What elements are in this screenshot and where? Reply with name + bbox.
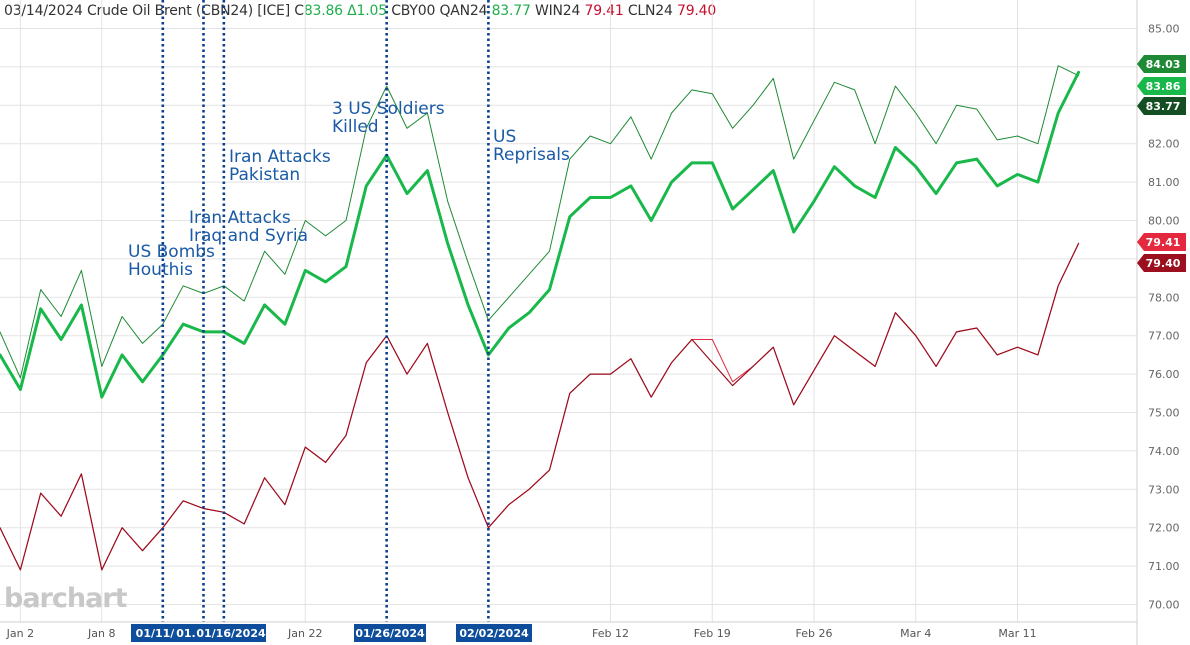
event-date-tag xyxy=(456,624,532,642)
event-date-tag xyxy=(131,624,179,642)
x-tick-label: Feb 12 xyxy=(592,627,629,640)
event-annotation: Killed xyxy=(332,117,379,137)
last-value-label: 84.03 xyxy=(1146,58,1181,71)
event-date-tag xyxy=(196,624,266,642)
header-qan-label: QAN24 xyxy=(439,3,488,19)
event-date-tag xyxy=(354,624,426,642)
x-tick-label: Jan 22 xyxy=(287,627,322,640)
header-cln-label: CLN24 xyxy=(627,3,673,19)
event-date-tag-label: 01/16/2024 xyxy=(196,627,266,640)
event-date-tag xyxy=(176,624,196,642)
header-cln-value: 79.40 xyxy=(676,3,717,19)
grid xyxy=(0,0,1137,622)
last-value-badge: 83.86 xyxy=(1137,77,1186,95)
y-tick-label: 82.00 xyxy=(1148,138,1180,151)
y-tick-label: 71.00 xyxy=(1148,560,1180,573)
y-tick-label: 77.00 xyxy=(1148,330,1180,343)
event-date-tag-label: 02/02/2024 xyxy=(459,627,529,640)
header-date: 03/14/2024 xyxy=(4,3,83,19)
series-line-cbn24 xyxy=(0,70,1081,399)
x-tick-label: Feb 19 xyxy=(694,627,731,640)
event-annotation: Iran Attacks xyxy=(189,208,291,228)
y-tick-label: 75.00 xyxy=(1148,407,1180,420)
x-tick-label: Jan 8 xyxy=(87,627,115,640)
last-value-badge: 79.40 xyxy=(1137,254,1186,272)
last-value-label: 83.77 xyxy=(1146,100,1181,113)
event-date-tag-label: 01. xyxy=(176,627,196,640)
y-tick-label: 81.00 xyxy=(1148,176,1180,189)
chart-header: 03/14/2024 Crude Oil Brent (CBN24) [ICE]… xyxy=(4,3,716,19)
last-value-badge: 84.03 xyxy=(1137,55,1186,73)
last-value-label: 79.40 xyxy=(1146,257,1181,270)
series-line-qan24 xyxy=(0,65,1080,379)
event-date-tag-label: 01/26/2024 xyxy=(355,627,425,640)
y-tick-label: 85.00 xyxy=(1148,23,1180,36)
y-tick-label: 72.00 xyxy=(1148,522,1180,535)
last-value-label: 83.86 xyxy=(1146,80,1181,93)
series-line-cln24 xyxy=(0,242,1080,571)
x-tick-label: Mar 4 xyxy=(900,627,931,640)
y-tick-label: 70.00 xyxy=(1148,599,1180,612)
last-value-badge: 79.41 xyxy=(1137,233,1186,251)
barchart-watermark: barchart xyxy=(4,583,128,614)
event-annotation: US xyxy=(493,127,516,147)
y-tick-label: 73.00 xyxy=(1148,483,1180,496)
y-tick-label: 76.00 xyxy=(1148,368,1180,381)
header-close-value: 83.86 xyxy=(303,3,343,19)
event-annotation: Houthis xyxy=(128,260,193,280)
event-annotation: Iran Attacks xyxy=(229,147,331,167)
y-tick-label: 74.00 xyxy=(1148,445,1180,458)
event-date-tag-label: 01/11/ xyxy=(136,627,176,640)
event-annotation: 3 US Soldiers xyxy=(332,99,445,119)
y-tick-label: 78.00 xyxy=(1148,291,1180,304)
header-symbol-name: Crude Oil Brent (CBN24) [ICE] xyxy=(86,3,290,19)
header-close-label: C xyxy=(294,3,304,19)
header-qan-value: 83.77 xyxy=(491,3,531,19)
event-annotation: US Bombs xyxy=(128,242,215,262)
event-annotation: Pakistan xyxy=(229,165,300,185)
header-cby: CBY00 xyxy=(391,3,436,19)
header-win-value: 79.41 xyxy=(584,3,624,19)
event-annotation: Reprisals xyxy=(493,145,570,165)
x-tick-label: Mar 11 xyxy=(998,627,1036,640)
event-annotation: Iraq and Syria xyxy=(189,226,308,246)
header-change: Δ1.05 xyxy=(347,3,387,19)
x-tick-label: Feb 26 xyxy=(796,627,833,640)
x-tick-label: Jan 2 xyxy=(6,627,34,640)
last-value-badge: 83.77 xyxy=(1137,97,1186,115)
last-value-label: 79.41 xyxy=(1146,236,1181,249)
y-tick-label: 80.00 xyxy=(1148,215,1180,228)
header-win-label: WIN24 xyxy=(534,3,581,19)
